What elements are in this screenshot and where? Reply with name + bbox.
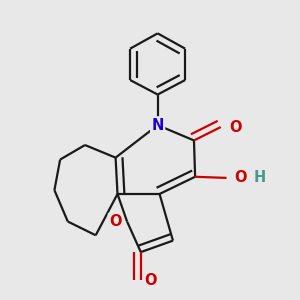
Text: O: O <box>109 214 121 229</box>
Text: O: O <box>145 272 157 287</box>
Text: O: O <box>234 170 247 185</box>
Text: O: O <box>229 120 242 135</box>
Text: H: H <box>254 170 266 185</box>
Text: N: N <box>152 118 164 133</box>
